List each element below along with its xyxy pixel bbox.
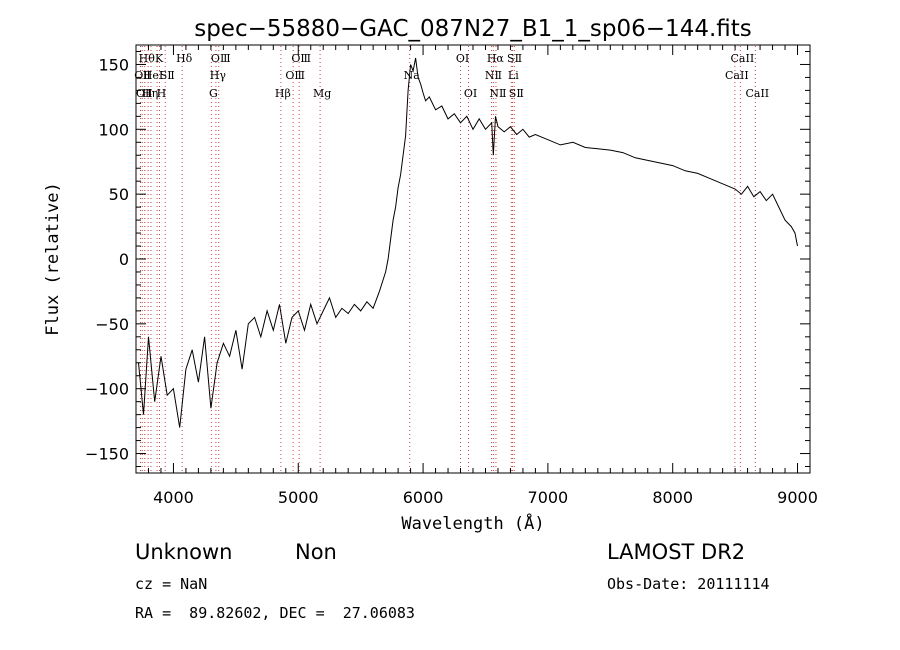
spectral-line-label: Hδ (176, 52, 193, 65)
spectral-line-label: NⅡ (489, 87, 506, 100)
spectral-line-label: H (157, 87, 167, 100)
y-tick-label: 100 (98, 120, 129, 139)
y-tick-label: 0 (119, 250, 129, 269)
x-tick-label: 6000 (403, 488, 444, 507)
x-tick-label: 4000 (153, 488, 194, 507)
spectral-line-labels: OⅡOⅡHθHηHeIKHSⅡHδGHγOⅢHβOⅢOⅢMgNaOⅠOⅠNⅡHα… (134, 52, 769, 100)
x-axis-ticks: 4000 5000 6000 7000 8000 9000 (135, 45, 818, 507)
spectral-line-label: G (209, 87, 218, 100)
spectral-line-label: OⅢ (291, 52, 311, 65)
y-axis-ticks: −150 −100 −50 0 50 100 150 (85, 50, 810, 468)
spectral-line-label: OⅠ (456, 52, 469, 65)
y-tick-label: 150 (98, 55, 129, 74)
x-tick-label: 7000 (528, 488, 569, 507)
y-tick-label: −150 (85, 445, 129, 464)
spectral-line-label: CaII (725, 69, 749, 82)
spectral-line-label: Na (404, 69, 421, 82)
coordinates-label: RA = 89.82602, DEC = 27.06083 (135, 604, 415, 622)
spectral-line-label: Hη (142, 87, 158, 100)
spectral-line-label: HeI (143, 69, 163, 82)
class-label: Unknown (135, 540, 233, 564)
x-tick-label: 8000 (652, 488, 693, 507)
y-tick-label: −50 (95, 315, 129, 334)
spectral-line-label: OⅢ (285, 69, 305, 82)
spectral-line-markers (139, 46, 756, 472)
spectral-line-label: OⅡ (134, 69, 151, 82)
plot-frame (135, 44, 811, 474)
subclass-label: Non (295, 540, 337, 564)
spectral-line-label: Hγ (210, 69, 227, 82)
spectral-line-label: NⅡ (485, 69, 502, 82)
spectral-line-label: SⅡ (507, 52, 522, 65)
x-tick-label: 5000 (278, 488, 319, 507)
spectral-line-label: Hθ (139, 52, 156, 65)
spectral-line-label: SⅡ (509, 87, 524, 100)
survey-label: LAMOST DR2 (607, 540, 746, 564)
spectral-line-label: Hα (487, 52, 505, 65)
spectral-line-label: Li (508, 69, 519, 82)
spectral-line-label: OⅠ (464, 87, 477, 100)
spectrum-series-line (138, 57, 798, 428)
obs-date-label: Obs-Date: 20111114 (607, 575, 770, 593)
spectral-line-label: Hβ (275, 87, 291, 100)
spectral-line-label: K (155, 52, 164, 65)
y-tick-label: 50 (109, 185, 129, 204)
y-axis-label: Flux (relative) (43, 182, 63, 336)
x-tick-label: 9000 (777, 488, 818, 507)
spectral-line-label: OⅢ (211, 52, 231, 65)
spectral-line-label: Mg (313, 87, 331, 100)
spectral-line-label: SⅡ (160, 69, 175, 82)
x-axis-label: Wavelength (Å) (401, 512, 544, 534)
spectral-line-label: CaII (731, 52, 755, 65)
chart-title: spec−55880−GAC_087N27_B1_1_sp06−144.fits (194, 16, 752, 42)
redshift-label: cz = NaN (135, 575, 208, 593)
y-tick-label: −100 (85, 380, 129, 399)
spectral-line-label: CaII (745, 87, 769, 100)
